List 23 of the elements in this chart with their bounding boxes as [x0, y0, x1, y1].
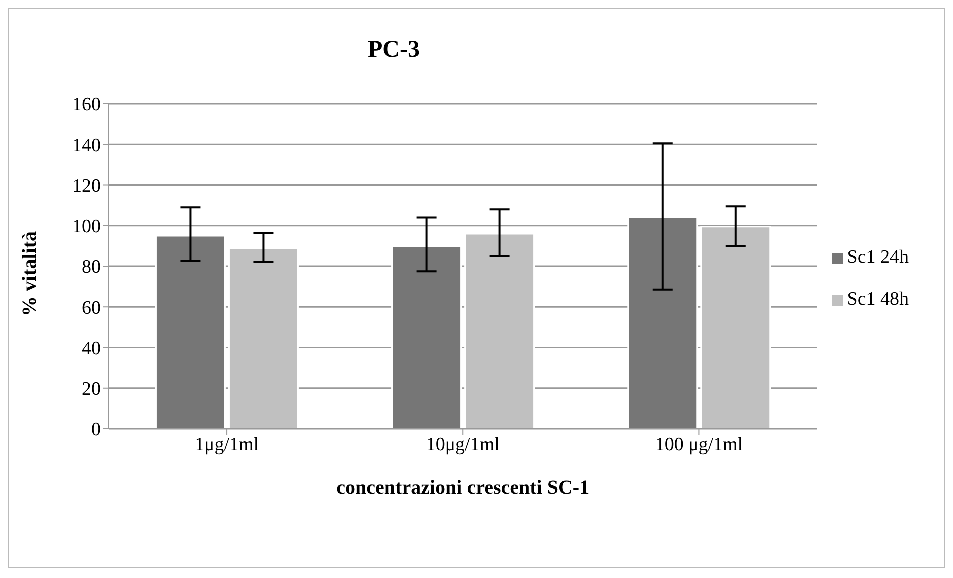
y-tick-label: 140: [72, 135, 101, 156]
bar: [464, 233, 536, 429]
y-tick-label: 80: [82, 257, 101, 278]
chart-title: PC-3: [367, 37, 421, 64]
x-tick-label: 1μg/1ml: [195, 434, 260, 456]
bar: [628, 217, 698, 429]
y-tick-label: 100: [72, 216, 101, 238]
bar: [228, 247, 299, 429]
bar: [392, 245, 462, 429]
y-tick-label: 60: [82, 298, 101, 319]
legend-label: Sc1 48h: [847, 289, 909, 310]
bar: [700, 226, 772, 429]
bar: [155, 235, 226, 429]
x-tick-label: 100 μg/1ml: [655, 434, 744, 456]
y-tick-label: 20: [82, 379, 101, 400]
x-axis-title: concentrazioni crescenti SC-1: [336, 477, 590, 499]
x-tick-label: 10μg/1ml: [426, 434, 500, 456]
legend-label: Sc1 24h: [847, 247, 909, 268]
y-tick-label: 160: [72, 94, 101, 116]
y-axis-title: % vitalità: [19, 232, 42, 316]
y-tick-label: 120: [72, 176, 101, 197]
y-tick-label: 40: [82, 338, 101, 360]
y-tick-label: 0: [92, 420, 101, 441]
